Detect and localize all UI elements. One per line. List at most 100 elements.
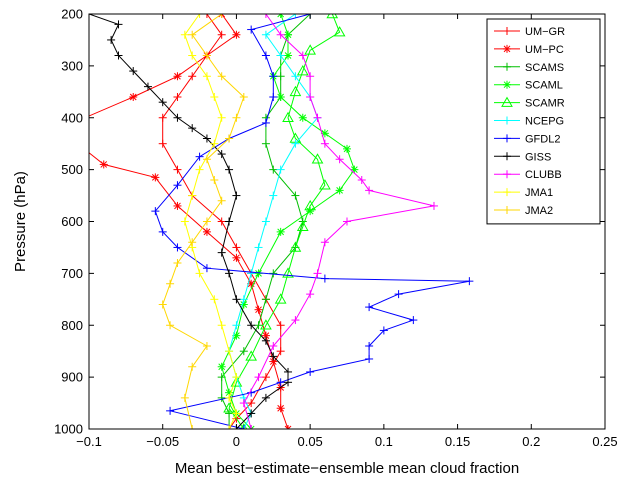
legend-marker [503,116,511,125]
data-point [261,139,270,148]
legend-item: CLUBB [494,169,562,181]
x-tick-label: 0 [233,434,240,449]
legend-marker [503,206,511,214]
data-point [261,118,270,127]
data-point [304,44,317,55]
data-point [298,51,307,60]
series-layer [89,14,474,429]
data-point [180,30,189,39]
y-tick-label: 800 [61,318,83,333]
series-jma1 [180,14,241,429]
data-point [232,30,241,39]
data-point [289,85,302,97]
data-point [202,134,211,143]
y-tick-label: 700 [61,266,83,281]
data-point [284,51,293,60]
data-point [313,269,322,278]
x-tick-label: 0.25 [592,434,617,449]
data-point [409,316,418,325]
y-tick-label: 400 [61,110,83,125]
data-point [247,269,256,278]
data-point [239,347,248,356]
y-tick-label: 600 [61,214,83,229]
x-tick-label: 0.2 [522,434,540,449]
data-point [306,93,315,101]
data-point [188,191,197,200]
data-point [225,409,234,418]
data-point [296,220,309,231]
legend-label: JMA1 [525,187,553,199]
data-point [269,342,278,350]
data-point [114,20,123,29]
data-point [291,191,300,200]
data-point [202,342,211,350]
data-point [225,393,234,402]
data-point [188,362,197,371]
data-point [254,321,263,330]
legend-item: UM−GR [494,26,565,38]
data-point [239,295,248,304]
series-um-pc [89,14,293,429]
series-line-scamr [228,14,341,429]
data-point [217,113,226,122]
data-point [151,207,160,216]
data-point [306,72,315,81]
legend-label: CLUBB [525,169,562,181]
data-point [158,227,167,236]
data-point [335,186,344,195]
data-point [217,14,226,18]
data-point [365,186,374,195]
data-point [188,30,197,39]
data-point [269,72,278,81]
series-line-jma2 [162,14,245,429]
series-jma2 [158,14,248,429]
data-point [394,290,403,299]
data-point [166,406,175,415]
data-point [217,321,226,330]
data-point [239,399,248,408]
data-point [223,402,235,413]
data-point [202,217,211,226]
data-point [343,144,351,153]
data-point [217,393,226,402]
data-point [166,321,175,330]
data-point [99,160,108,169]
data-point [232,191,241,200]
legend-item: NCEPG [494,116,564,128]
data-point [276,321,285,330]
legend-label: SCAMS [525,62,564,74]
series-clubb [239,14,438,429]
y-tick-label: 900 [61,370,83,385]
data-point [261,217,270,226]
series-line-gfdl2 [154,14,470,429]
data-point [319,179,331,190]
data-point [291,316,300,325]
data-point [357,176,366,184]
data-point [217,196,226,205]
legend-label: SCAML [525,80,563,92]
data-point [232,409,241,418]
data-point [232,321,241,330]
data-point [225,425,234,429]
data-point [269,165,278,174]
data-point [173,243,182,252]
data-point [296,65,309,76]
data-point [261,14,270,18]
data-point [247,321,256,330]
data-point [276,347,285,356]
data-point [284,378,293,387]
data-point [282,111,294,122]
data-point [151,173,160,182]
data-point [188,72,197,81]
series-gfdl2 [151,14,474,429]
data-point [269,191,278,200]
data-point [247,25,256,34]
data-point [173,165,182,174]
data-point [232,373,241,382]
legend-marker [503,44,511,53]
data-point [276,227,285,236]
data-point [276,51,285,60]
x-tick-label: −0.05 [146,434,179,449]
data-point [239,93,248,101]
data-point [202,155,211,164]
